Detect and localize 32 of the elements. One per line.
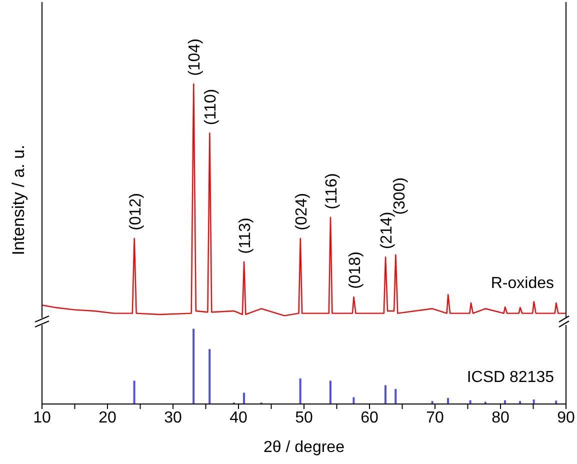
annotation: (018) — [346, 252, 364, 289]
annotation: (113) — [237, 218, 254, 254]
annotation: (012) — [127, 193, 144, 230]
bar — [299, 378, 302, 404]
bar — [447, 398, 450, 404]
bar — [208, 349, 211, 404]
bar — [352, 397, 355, 404]
x-tick-label: 40 — [230, 409, 248, 426]
x-tick-label: 80 — [492, 409, 510, 426]
bar — [384, 385, 386, 404]
x-tick-label: 60 — [360, 409, 378, 426]
bar — [192, 328, 195, 404]
x-tick-label: 50 — [295, 409, 313, 426]
x-tick-label: 10 — [33, 409, 51, 426]
bar — [394, 388, 397, 404]
y-axis-title: Intensity / a. u. — [9, 144, 28, 256]
x-tick-label: 30 — [164, 409, 182, 426]
bar — [133, 380, 136, 404]
series-label: R-oxides — [490, 275, 554, 292]
bar — [469, 400, 472, 404]
bar — [504, 400, 506, 404]
annotation: (116) — [324, 173, 341, 210]
x-tick-label: 90 — [557, 409, 575, 426]
annotation: (024) — [293, 193, 310, 230]
x-tick-label: 70 — [426, 409, 444, 426]
x-tick-label: 20 — [98, 409, 116, 426]
annotation: (104) — [186, 38, 204, 76]
x-axis-title: 2θ / degree — [264, 439, 345, 456]
annotation: (110) — [202, 88, 220, 126]
series-label: ICSD 82135 — [466, 369, 554, 386]
bar — [329, 380, 332, 404]
bar — [242, 392, 245, 404]
